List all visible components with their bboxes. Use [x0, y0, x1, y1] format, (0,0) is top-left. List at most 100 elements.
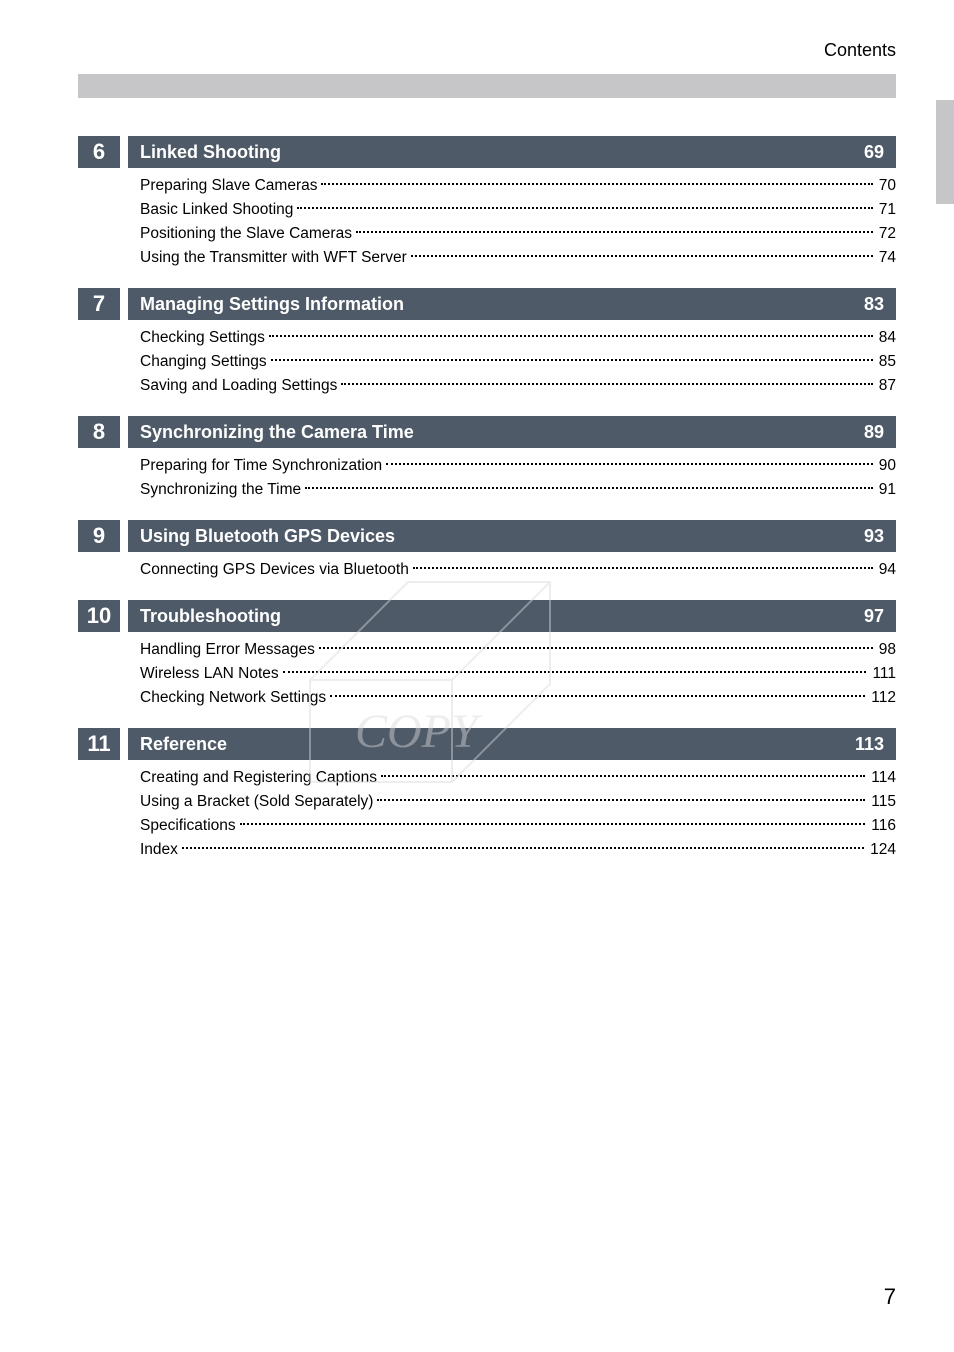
entry-page: 84 [877, 329, 896, 347]
toc-entry[interactable]: Using the Transmitter with WFT Server 74 [140, 246, 896, 270]
entry-page: 91 [877, 481, 896, 499]
chapter-header: 8 Synchronizing the Camera Time 89 [78, 416, 896, 448]
leader-dots [413, 567, 873, 569]
toc-entry[interactable]: Checking Settings 84 [140, 326, 896, 350]
entry-label: Basic Linked Shooting [140, 201, 293, 219]
toc-entry[interactable]: Saving and Loading Settings 87 [140, 374, 896, 398]
chapter-page: 83 [864, 288, 884, 320]
entry-label: Changing Settings [140, 353, 267, 371]
entry-label: Index [140, 841, 178, 859]
toc-entry[interactable]: Specifications 116 [140, 814, 896, 838]
page-root: Contents 6 Linked Shooting 69 Preparing … [0, 0, 954, 1352]
leader-dots [297, 207, 872, 209]
chapter-title-box: Troubleshooting 97 [128, 600, 896, 632]
leader-dots [305, 487, 873, 489]
leader-dots [377, 799, 865, 801]
chapter-title-box: Reference 113 [128, 728, 896, 760]
toc-entry[interactable]: Basic Linked Shooting 71 [140, 198, 896, 222]
entry-label: Synchronizing the Time [140, 481, 301, 499]
leader-dots [321, 183, 872, 185]
toc-entry[interactable]: Handling Error Messages 98 [140, 638, 896, 662]
entry-label: Preparing Slave Cameras [140, 177, 317, 195]
leader-dots [240, 823, 866, 825]
chapter-number: 8 [78, 416, 120, 448]
entry-label: Specifications [140, 817, 236, 835]
toc-entry[interactable]: Wireless LAN Notes 111 [140, 662, 896, 686]
entry-label: Using the Transmitter with WFT Server [140, 249, 407, 267]
chapter-header: 7 Managing Settings Information 83 [78, 288, 896, 320]
leader-dots [411, 255, 873, 257]
chapter-number: 10 [78, 600, 120, 632]
chapter-page: 97 [864, 600, 884, 632]
toc-entry[interactable]: Creating and Registering Captions 114 [140, 766, 896, 790]
toc-entry[interactable]: Checking Network Settings112 [140, 686, 896, 710]
chapter-page: 69 [864, 136, 884, 168]
chapter-title-box: Using Bluetooth GPS Devices 93 [128, 520, 896, 552]
chapter-number: 11 [78, 728, 120, 760]
entry-page: 74 [877, 249, 896, 267]
chapter-page: 113 [855, 728, 884, 760]
entry-page: 71 [877, 201, 896, 219]
leader-dots [381, 775, 865, 777]
toc-entry[interactable]: Synchronizing the Time 91 [140, 478, 896, 502]
chapter-number: 7 [78, 288, 120, 320]
chapter-6: 6 Linked Shooting 69 Preparing Slave Cam… [78, 136, 896, 270]
chapter-header: 11 Reference 113 [78, 728, 896, 760]
chapter-title: Linked Shooting [140, 136, 281, 168]
entry-page: 116 [869, 817, 896, 835]
entry-label: Saving and Loading Settings [140, 377, 337, 395]
leader-dots [341, 383, 872, 385]
entry-page: 85 [877, 353, 896, 371]
leader-dots [356, 231, 873, 233]
leader-dots [182, 847, 864, 849]
entry-page: 98 [877, 641, 896, 659]
header-bar [78, 74, 896, 98]
toc-entry[interactable]: Preparing for Time Synchronization90 [140, 454, 896, 478]
entry-page: 70 [877, 177, 896, 195]
leader-dots [330, 695, 865, 697]
chapter-title: Using Bluetooth GPS Devices [140, 520, 395, 552]
toc-entry[interactable]: Preparing Slave Cameras 70 [140, 174, 896, 198]
chapter-title: Troubleshooting [140, 600, 281, 632]
page-number: 7 [884, 1284, 896, 1310]
entry-label: Checking Settings [140, 329, 265, 347]
chapter-number: 9 [78, 520, 120, 552]
leader-dots [319, 647, 873, 649]
toc-entry[interactable]: Positioning the Slave Cameras 72 [140, 222, 896, 246]
entry-page: 114 [869, 769, 896, 787]
chapter-page: 89 [864, 416, 884, 448]
chapter-number: 6 [78, 136, 120, 168]
entry-page: 115 [869, 793, 896, 811]
leader-dots [283, 671, 867, 673]
toc-entry[interactable]: Changing Settings 85 [140, 350, 896, 374]
entry-label: Creating and Registering Captions [140, 769, 377, 787]
leader-dots [271, 359, 873, 361]
entry-label: Connecting GPS Devices via Bluetooth [140, 561, 409, 579]
entry-page: 124 [868, 841, 896, 859]
entry-page: 87 [877, 377, 896, 395]
leader-dots [269, 335, 873, 337]
entry-page: 72 [877, 225, 896, 243]
chapter-10: 10 Troubleshooting 97 Handling Error Mes… [78, 600, 896, 710]
chapter-9: 9 Using Bluetooth GPS Devices 93 Connect… [78, 520, 896, 582]
page-header: Contents [78, 40, 896, 110]
entry-label: Using a Bracket (Sold Separately) [140, 793, 373, 811]
entry-label: Wireless LAN Notes [140, 665, 279, 683]
chapter-title-box: Managing Settings Information 83 [128, 288, 896, 320]
entry-label: Positioning the Slave Cameras [140, 225, 352, 243]
entry-page: 111 [870, 665, 896, 683]
chapter-title: Managing Settings Information [140, 288, 404, 320]
chapter-title: Synchronizing the Camera Time [140, 416, 414, 448]
chapter-header: 10 Troubleshooting 97 [78, 600, 896, 632]
toc-entry[interactable]: Index 124 [140, 838, 896, 862]
toc-entry[interactable]: Using a Bracket (Sold Separately) 115 [140, 790, 896, 814]
entry-label: Preparing for Time Synchronization [140, 457, 382, 475]
chapter-header: 6 Linked Shooting 69 [78, 136, 896, 168]
entry-label: Handling Error Messages [140, 641, 315, 659]
chapter-title-box: Synchronizing the Camera Time 89 [128, 416, 896, 448]
chapter-page: 93 [864, 520, 884, 552]
header-title: Contents [824, 40, 896, 61]
side-tab [936, 100, 954, 204]
chapter-title-box: Linked Shooting 69 [128, 136, 896, 168]
toc-entry[interactable]: Connecting GPS Devices via Bluetooth94 [140, 558, 896, 582]
